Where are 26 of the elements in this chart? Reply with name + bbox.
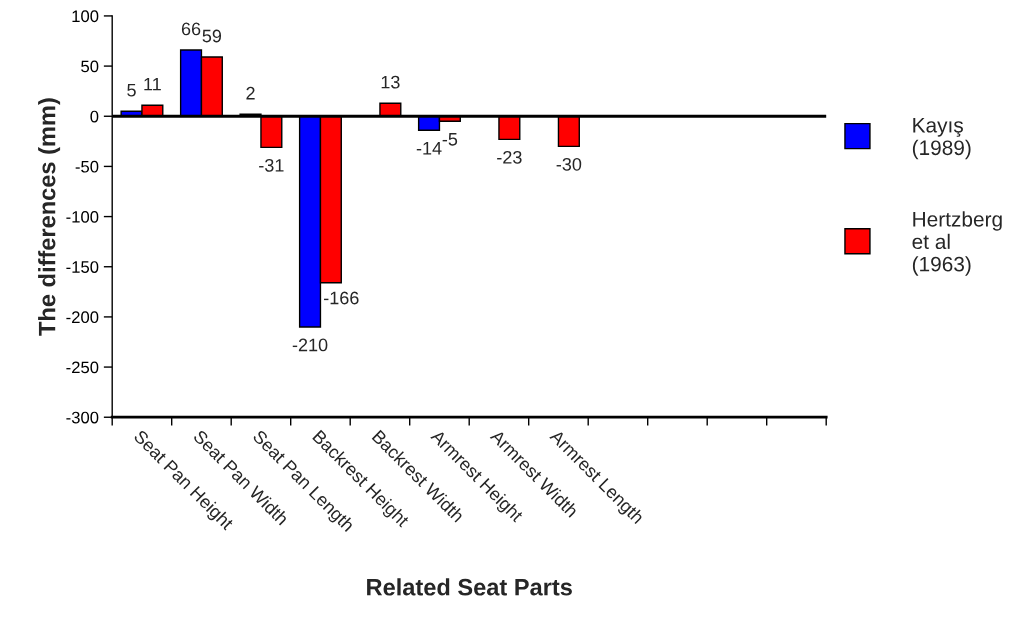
data-label: 5 bbox=[127, 83, 136, 97]
y-tick-label: 0 bbox=[90, 110, 99, 123]
y-tick-label: 50 bbox=[81, 60, 99, 73]
data-label: -5 bbox=[442, 133, 458, 146]
data-label: -210 bbox=[292, 338, 328, 352]
data-label: 66 bbox=[181, 22, 201, 36]
y-tick-label: -100 bbox=[66, 210, 99, 223]
y-tick-label: -50 bbox=[75, 160, 99, 173]
data-label: -31 bbox=[259, 158, 284, 172]
y-tick-label: -150 bbox=[66, 261, 99, 273]
data-label: -23 bbox=[497, 150, 522, 164]
data-label: -14 bbox=[416, 142, 442, 155]
legend-label: Hertzberg et al (1963) bbox=[912, 211, 1002, 276]
data-label: 59 bbox=[202, 29, 222, 43]
x-axis-title: Related Seat Parts bbox=[367, 578, 572, 596]
data-label: -30 bbox=[556, 157, 582, 171]
y-tick-label: 100 bbox=[72, 10, 99, 23]
y-axis-title: The differences (mm) bbox=[38, 98, 61, 336]
data-label: 2 bbox=[246, 86, 255, 100]
y-tick-label: -200 bbox=[66, 311, 99, 324]
data-label: -166 bbox=[324, 291, 359, 305]
legend-label: Kayış (1989) bbox=[912, 118, 971, 160]
y-tick-label: -300 bbox=[66, 411, 99, 424]
data-label: 13 bbox=[381, 75, 400, 89]
y-tick-label: -250 bbox=[66, 361, 99, 374]
data-label: 11 bbox=[144, 77, 161, 91]
